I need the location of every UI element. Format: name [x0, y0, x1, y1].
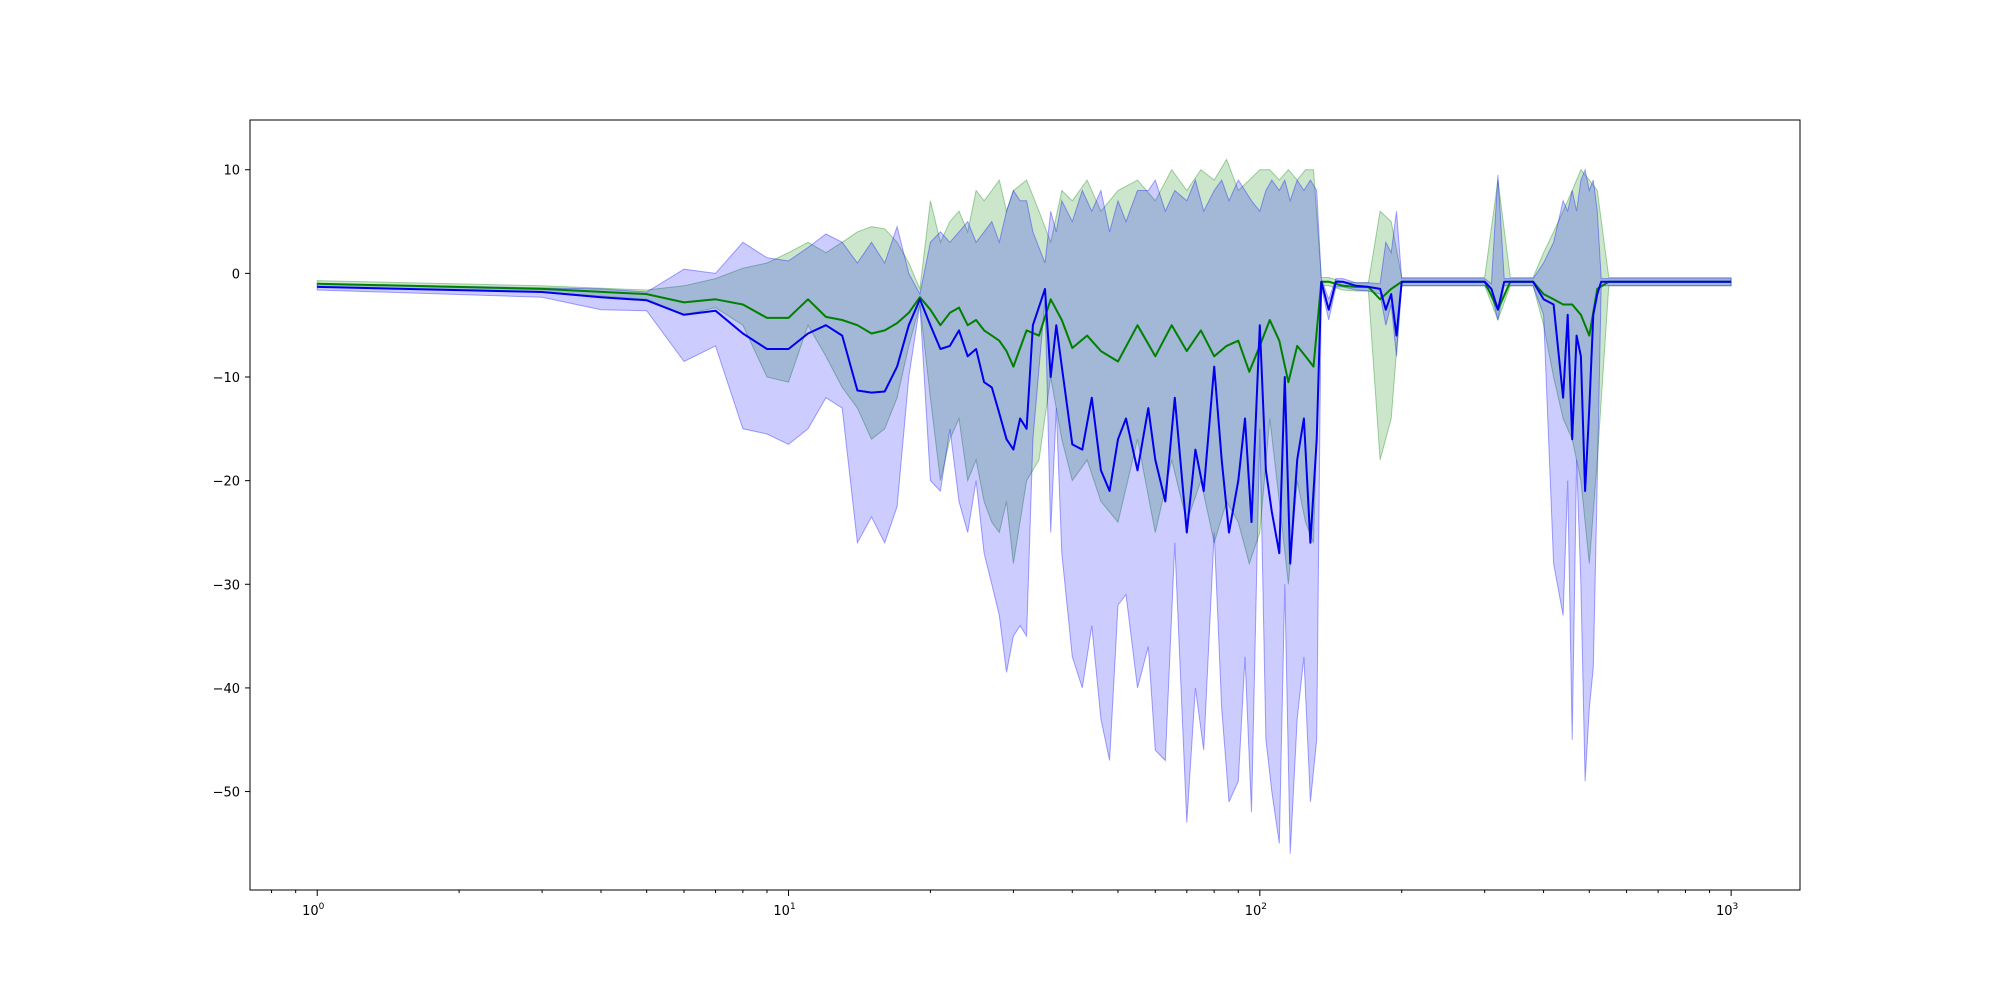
x-tick-label: 100	[302, 902, 325, 919]
series-2-band	[316, 167, 1732, 854]
confidence-bands	[316, 158, 1732, 854]
series-2-line	[317, 280, 1732, 565]
y-tick-label: 0	[232, 267, 240, 282]
y-tick-label: −40	[213, 682, 240, 697]
y-tick-label: −50	[213, 786, 240, 801]
y-tick-label: −10	[213, 371, 240, 386]
plot-frame	[249, 119, 1801, 891]
series-1-band	[316, 158, 1732, 585]
series-lines	[317, 280, 1732, 565]
x-tick-label: 102	[1245, 902, 1267, 919]
y-tick-label: 10	[223, 164, 240, 179]
y-tick-label: −20	[213, 475, 240, 490]
x-tick-label: 103	[1716, 902, 1738, 919]
x-tick-label: 101	[773, 902, 795, 919]
y-tick-label: −30	[213, 578, 240, 593]
y-axis: 10 0 −10 −20 −30 −40 −50	[213, 164, 250, 801]
x-axis: 100 101 102 103	[271, 890, 1738, 919]
